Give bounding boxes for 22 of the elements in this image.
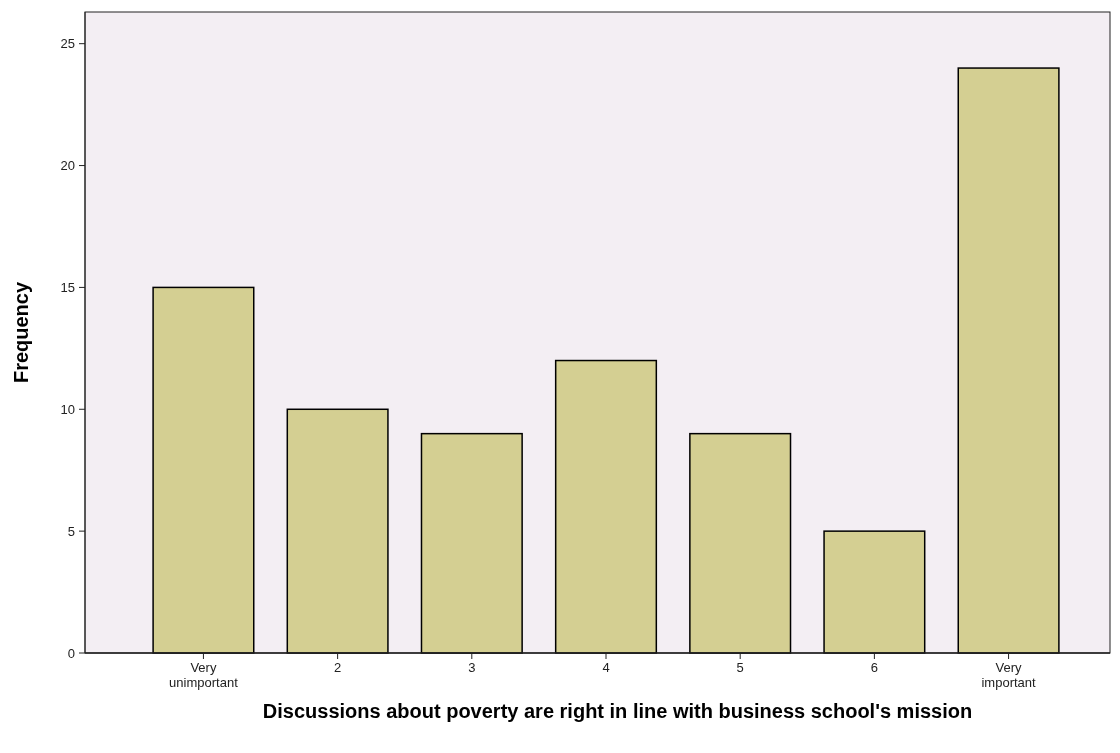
- bar: [554, 359, 658, 654]
- x-tick-label: Very unimportant: [169, 660, 239, 690]
- y-tick-label: 15: [60, 279, 75, 295]
- y-axis-title: Frequency: [10, 281, 32, 384]
- y-tick-label: 5: [67, 523, 75, 539]
- x-tick-label: 2: [334, 660, 342, 675]
- x-tick-label: 3: [468, 660, 476, 675]
- bar: [957, 67, 1060, 654]
- bar: [420, 432, 523, 654]
- bar: [286, 408, 389, 654]
- bar: [823, 530, 926, 654]
- y-tick-label: 0: [67, 645, 75, 661]
- x-tick-label: 5: [736, 660, 744, 675]
- y-tick-label: 10: [60, 401, 75, 417]
- x-tick-label: 4: [602, 660, 610, 675]
- bar: [689, 432, 792, 654]
- bar: [152, 286, 255, 654]
- x-tick-label: Very important: [981, 660, 1037, 690]
- y-tick-label: 20: [60, 158, 75, 174]
- y-tick-label: 25: [60, 36, 75, 52]
- x-tick-label: 6: [870, 660, 878, 675]
- x-axis-title: Discussions about poverty are right in line with business school's mission: [262, 700, 973, 722]
